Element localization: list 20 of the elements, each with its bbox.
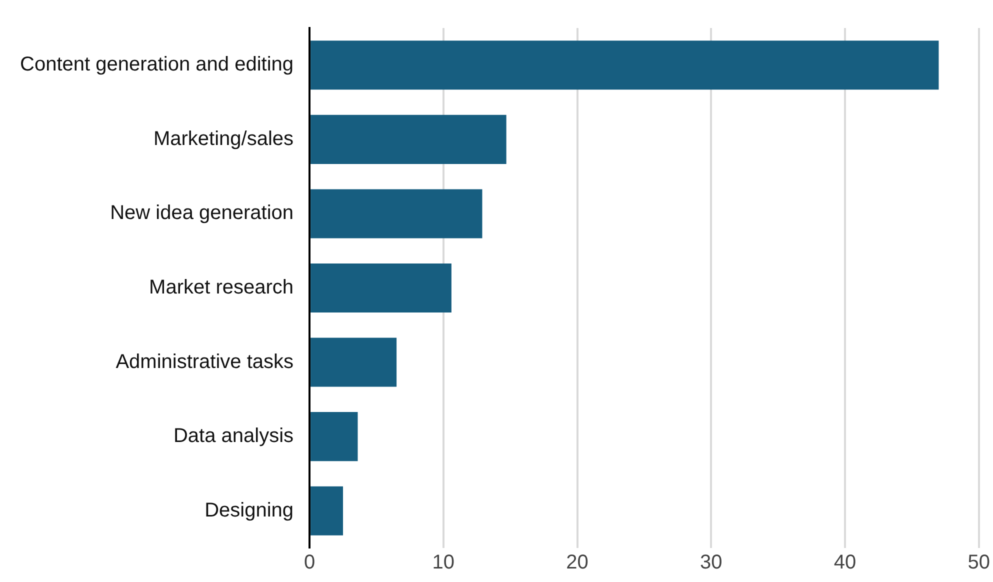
x-tick-label: 10 — [432, 552, 455, 574]
bar — [310, 338, 397, 387]
x-tick-label: 50 — [968, 552, 990, 574]
bar — [310, 114, 506, 164]
bar — [310, 189, 482, 238]
y-tick-label: Data analysis — [173, 425, 294, 448]
x-tick-label: 0 — [304, 552, 316, 574]
bar — [310, 40, 939, 90]
y-tick-label: Administrative tasks — [116, 350, 294, 373]
bar — [310, 263, 452, 313]
bar — [310, 412, 358, 462]
y-tick-label: Marketing/sales — [153, 128, 294, 150]
x-tick-label: 20 — [566, 552, 588, 574]
y-tick-label: New idea generation — [110, 202, 294, 224]
x-tick-label: 40 — [834, 552, 856, 574]
bar — [310, 486, 344, 536]
x-tick-label: 30 — [700, 552, 722, 574]
y-tick-label: Market research — [149, 276, 294, 299]
y-tick-label: Designing — [204, 499, 294, 522]
y-tick-label: Content generation and editing — [20, 54, 294, 76]
